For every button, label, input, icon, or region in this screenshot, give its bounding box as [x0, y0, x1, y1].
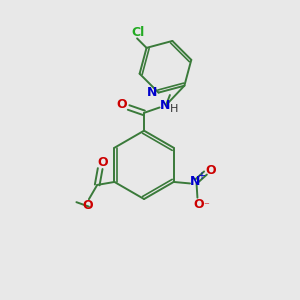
Text: O: O	[117, 98, 128, 111]
Text: +: +	[197, 171, 205, 181]
Text: N: N	[147, 86, 157, 99]
Text: N: N	[160, 99, 170, 112]
Text: O: O	[206, 164, 216, 177]
Text: O: O	[82, 199, 93, 212]
Text: O: O	[98, 156, 109, 169]
Text: O: O	[193, 198, 204, 211]
Text: H: H	[170, 104, 178, 114]
Text: Cl: Cl	[131, 26, 144, 39]
Text: ⁻: ⁻	[203, 201, 209, 211]
Text: N: N	[190, 175, 200, 188]
